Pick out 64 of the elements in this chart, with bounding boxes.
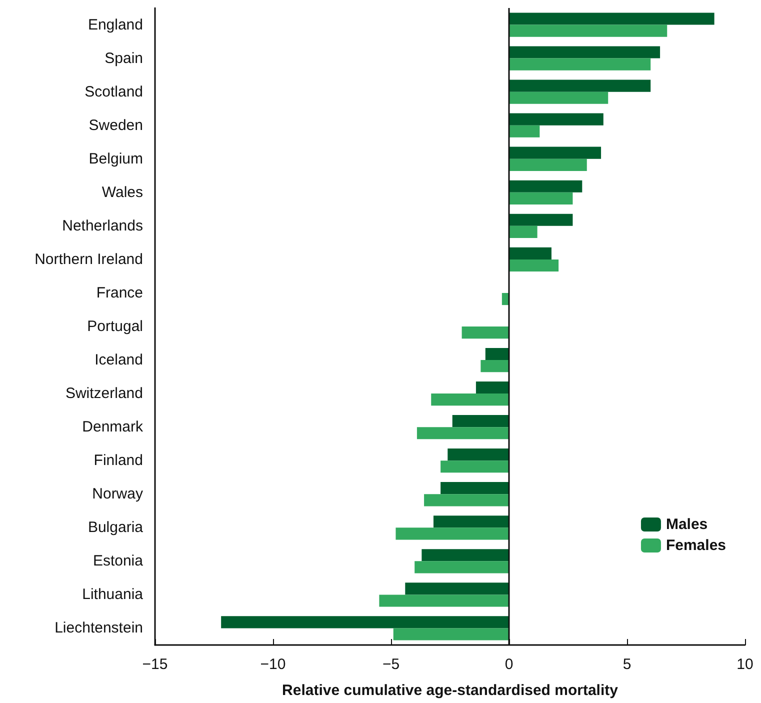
bar (509, 146, 602, 159)
bar (509, 113, 604, 126)
bar (462, 326, 509, 339)
x-tick-label: 5 (622, 656, 632, 673)
bar (422, 549, 509, 562)
bar (379, 594, 509, 607)
bar (509, 259, 559, 272)
y-tick-label: Spain (104, 50, 143, 67)
bar (509, 192, 573, 204)
y-tick-label: Norway (92, 486, 144, 503)
bar (509, 226, 538, 238)
bar (509, 24, 668, 37)
bar (509, 180, 582, 192)
y-tick-label: Switzerland (65, 385, 143, 402)
y-tick-label: Wales (102, 184, 143, 201)
y-tick-label: Iceland (94, 352, 143, 369)
bar (509, 158, 587, 171)
x-tick-label: 0 (504, 656, 514, 673)
y-tick-label: Bulgaria (88, 519, 144, 536)
legend-label: Males (666, 516, 708, 533)
bar (424, 494, 509, 506)
bar (502, 292, 509, 306)
x-tick-label: −15 (142, 656, 168, 673)
bar (480, 360, 509, 372)
y-tick-label: Sweden (88, 116, 143, 134)
x-tick-label: −5 (382, 656, 400, 673)
y-tick-label: Northern Ireland (34, 250, 143, 268)
bar (509, 46, 660, 58)
y-tick-label: Portugal (87, 318, 143, 335)
x-axis-title: Relative cumulative age-standardised mortality (282, 682, 619, 699)
bar (221, 616, 509, 628)
bar (431, 394, 509, 406)
bar (509, 125, 540, 138)
y-tick-label: Lithuania (82, 586, 144, 604)
legend-label: Females (666, 537, 726, 554)
bar (509, 247, 552, 260)
y-tick-label: Liechtenstein (54, 620, 143, 637)
bar (433, 516, 509, 528)
bar (452, 415, 509, 428)
bar (509, 80, 651, 92)
bar (416, 427, 509, 440)
bar (509, 58, 651, 70)
y-tick-label: England (88, 16, 143, 34)
bar (393, 628, 509, 640)
y-tick-label: Scotland (84, 83, 143, 100)
bar (396, 528, 509, 540)
y-tick-label: Estonia (92, 552, 144, 570)
bar (440, 482, 509, 494)
bar (509, 92, 608, 104)
y-tick-label: Belgium (88, 150, 143, 168)
x-tick-label: −10 (260, 656, 286, 673)
y-tick-label: Finland (94, 452, 143, 470)
bar (405, 582, 509, 595)
bar (448, 448, 509, 461)
bar (414, 561, 509, 574)
y-tick-label: Denmark (82, 418, 144, 436)
bar (476, 381, 509, 394)
y-tick-label: Netherlands (62, 217, 143, 234)
bar (509, 214, 573, 226)
bar (440, 460, 509, 473)
bar (509, 12, 714, 25)
bar (485, 348, 509, 360)
y-tick-label: France (96, 284, 143, 302)
x-tick-label: 10 (736, 656, 754, 673)
